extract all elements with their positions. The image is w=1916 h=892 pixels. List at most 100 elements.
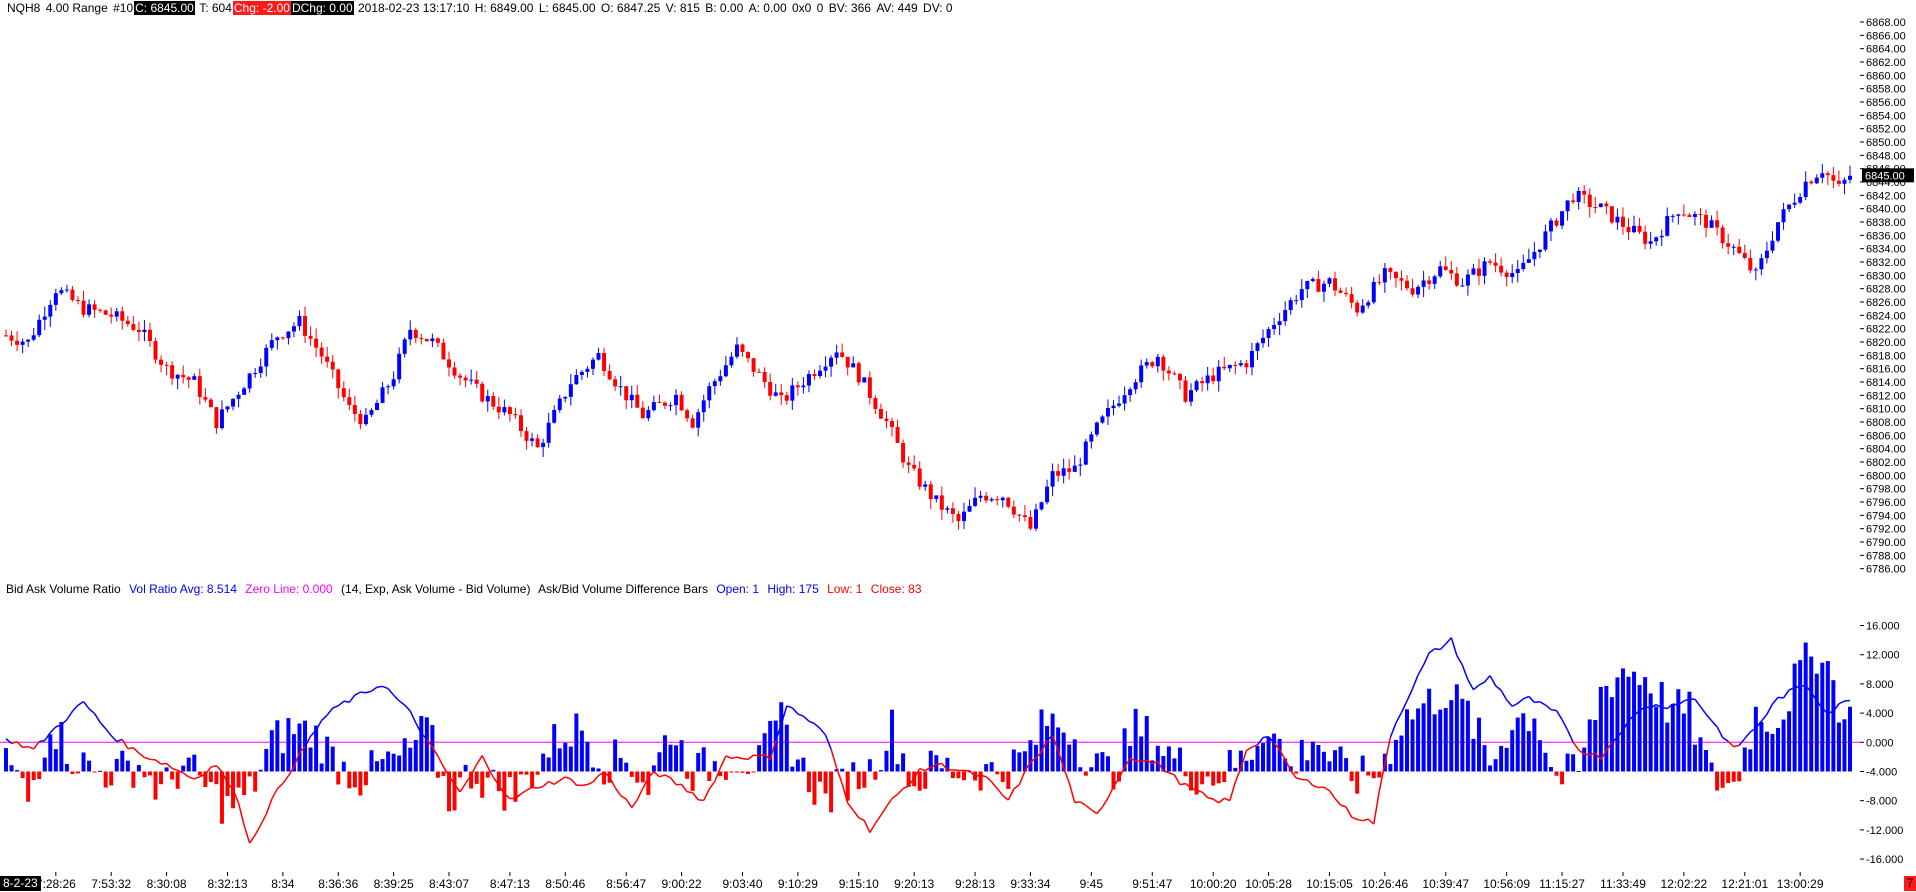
time-tick-label: 9:20:13 (894, 877, 934, 891)
difference-bar (375, 761, 380, 772)
ratio-line-segment (1555, 710, 1563, 720)
candle-body (1299, 289, 1304, 301)
candle-body (1288, 300, 1293, 311)
difference-bar (668, 744, 673, 772)
difference-bar (1094, 753, 1099, 772)
difference-bar (1604, 685, 1609, 772)
ratio-line-segment (66, 710, 74, 721)
difference-bar (1681, 713, 1686, 772)
difference-bar (1742, 747, 1747, 772)
ratio-line-segment (215, 765, 223, 773)
ratio-line-segment (608, 776, 616, 788)
candlestick-series (4, 164, 1852, 532)
candle-body (1410, 288, 1415, 295)
candle-body (757, 371, 762, 373)
ratio-line-segment (121, 739, 129, 750)
difference-bar (502, 771, 507, 811)
difference-bar (1388, 764, 1393, 772)
ratio-line-segment (1639, 706, 1646, 711)
ratio-line-segment (1411, 674, 1419, 690)
difference-bar (795, 759, 800, 772)
ratio-line-segment (625, 798, 633, 809)
difference-bar (42, 757, 47, 772)
ratio-line-segment (1722, 736, 1729, 742)
difference-bar (1632, 671, 1637, 772)
difference-bar (131, 771, 136, 788)
difference-bar (1155, 745, 1160, 772)
ratio-line-segment (138, 752, 145, 759)
difference-bar (98, 770, 103, 772)
time-axis[interactable]: 7:28:26 7:53:32 8:30:08 8:32:13 8:34 8:36:36 8… (36, 872, 1824, 891)
ratio-line-segment (692, 792, 699, 801)
indicator-axis[interactable]: 16.000 12.000 8.000 4.000 0.000 -4.000 -8.000 -… (1860, 621, 1903, 867)
candle-body (779, 392, 784, 396)
candle-body (607, 370, 612, 380)
difference-bar (159, 771, 164, 785)
candle-body (491, 396, 496, 407)
candle-body (1039, 502, 1044, 510)
difference-bar (1803, 642, 1808, 772)
difference-bar (751, 771, 756, 773)
ratio-line-segment (1129, 757, 1136, 762)
difference-bar (109, 771, 114, 786)
ratio-line-segment (847, 802, 854, 811)
ratio-line-segment (941, 762, 948, 771)
difference-bar (1211, 771, 1216, 786)
ratio-line-segment (1628, 714, 1635, 722)
time-tick-label: 8:34 (271, 877, 295, 891)
difference-bar (884, 750, 889, 772)
ratio-line-segment (1146, 759, 1153, 765)
candle-body (834, 352, 839, 358)
ratio-line-segment (631, 799, 638, 809)
last-price-label: 6845.00 (1865, 170, 1905, 182)
ratio-line-segment (1489, 675, 1497, 687)
ratio-line-segment (603, 771, 611, 778)
candle-body (679, 394, 684, 411)
ratio-line-segment (858, 817, 865, 822)
time-tick-label: 10:15:05 (1306, 877, 1353, 891)
difference-bar (613, 739, 618, 772)
difference-bar (48, 734, 53, 772)
price-tick-label: 6868.00 (1866, 17, 1906, 29)
candle-body (170, 365, 175, 379)
ratio-line-segment (731, 756, 738, 760)
ratio-line-segment (1539, 701, 1546, 706)
corner-indicator[interactable]: 7 (1904, 876, 1916, 891)
candle-body (1543, 231, 1548, 250)
candle-body (1377, 281, 1382, 283)
time-tick-label: 9:33:34 (1010, 877, 1050, 891)
ratio-line-segment (1096, 806, 1104, 815)
candle-body (286, 331, 291, 339)
price-tick-label: 6816.00 (1866, 364, 1906, 376)
candle-body (208, 399, 213, 408)
ratio-line-segment (1589, 752, 1596, 756)
ratio-line-segment (1306, 779, 1314, 787)
difference-bar (37, 771, 42, 780)
ratio-line-segment (442, 766, 450, 777)
candle-body (867, 377, 872, 399)
difference-bar (31, 771, 36, 781)
difference-bar (524, 771, 529, 775)
difference-bar (153, 771, 158, 800)
candle-body (136, 329, 141, 333)
ratio-line-segment (1051, 735, 1059, 751)
ratio-line-segment (287, 766, 295, 777)
difference-bar (1177, 747, 1182, 772)
candle-body (696, 412, 701, 428)
difference-bar (1294, 771, 1299, 774)
ratio-line-segment (1655, 703, 1663, 709)
candle-body (1831, 175, 1836, 181)
candle-body (541, 442, 546, 448)
candle-body (20, 341, 25, 345)
candle-body (690, 418, 695, 428)
difference-bar (1067, 744, 1072, 772)
open-value: O: 6847.25 (600, 1, 661, 15)
difference-bar (917, 771, 922, 791)
ratio-line-segment (204, 766, 212, 775)
candle-body (1598, 203, 1603, 208)
candle-body (408, 329, 413, 340)
difference-bar (1715, 771, 1720, 791)
candle-body (37, 319, 42, 336)
